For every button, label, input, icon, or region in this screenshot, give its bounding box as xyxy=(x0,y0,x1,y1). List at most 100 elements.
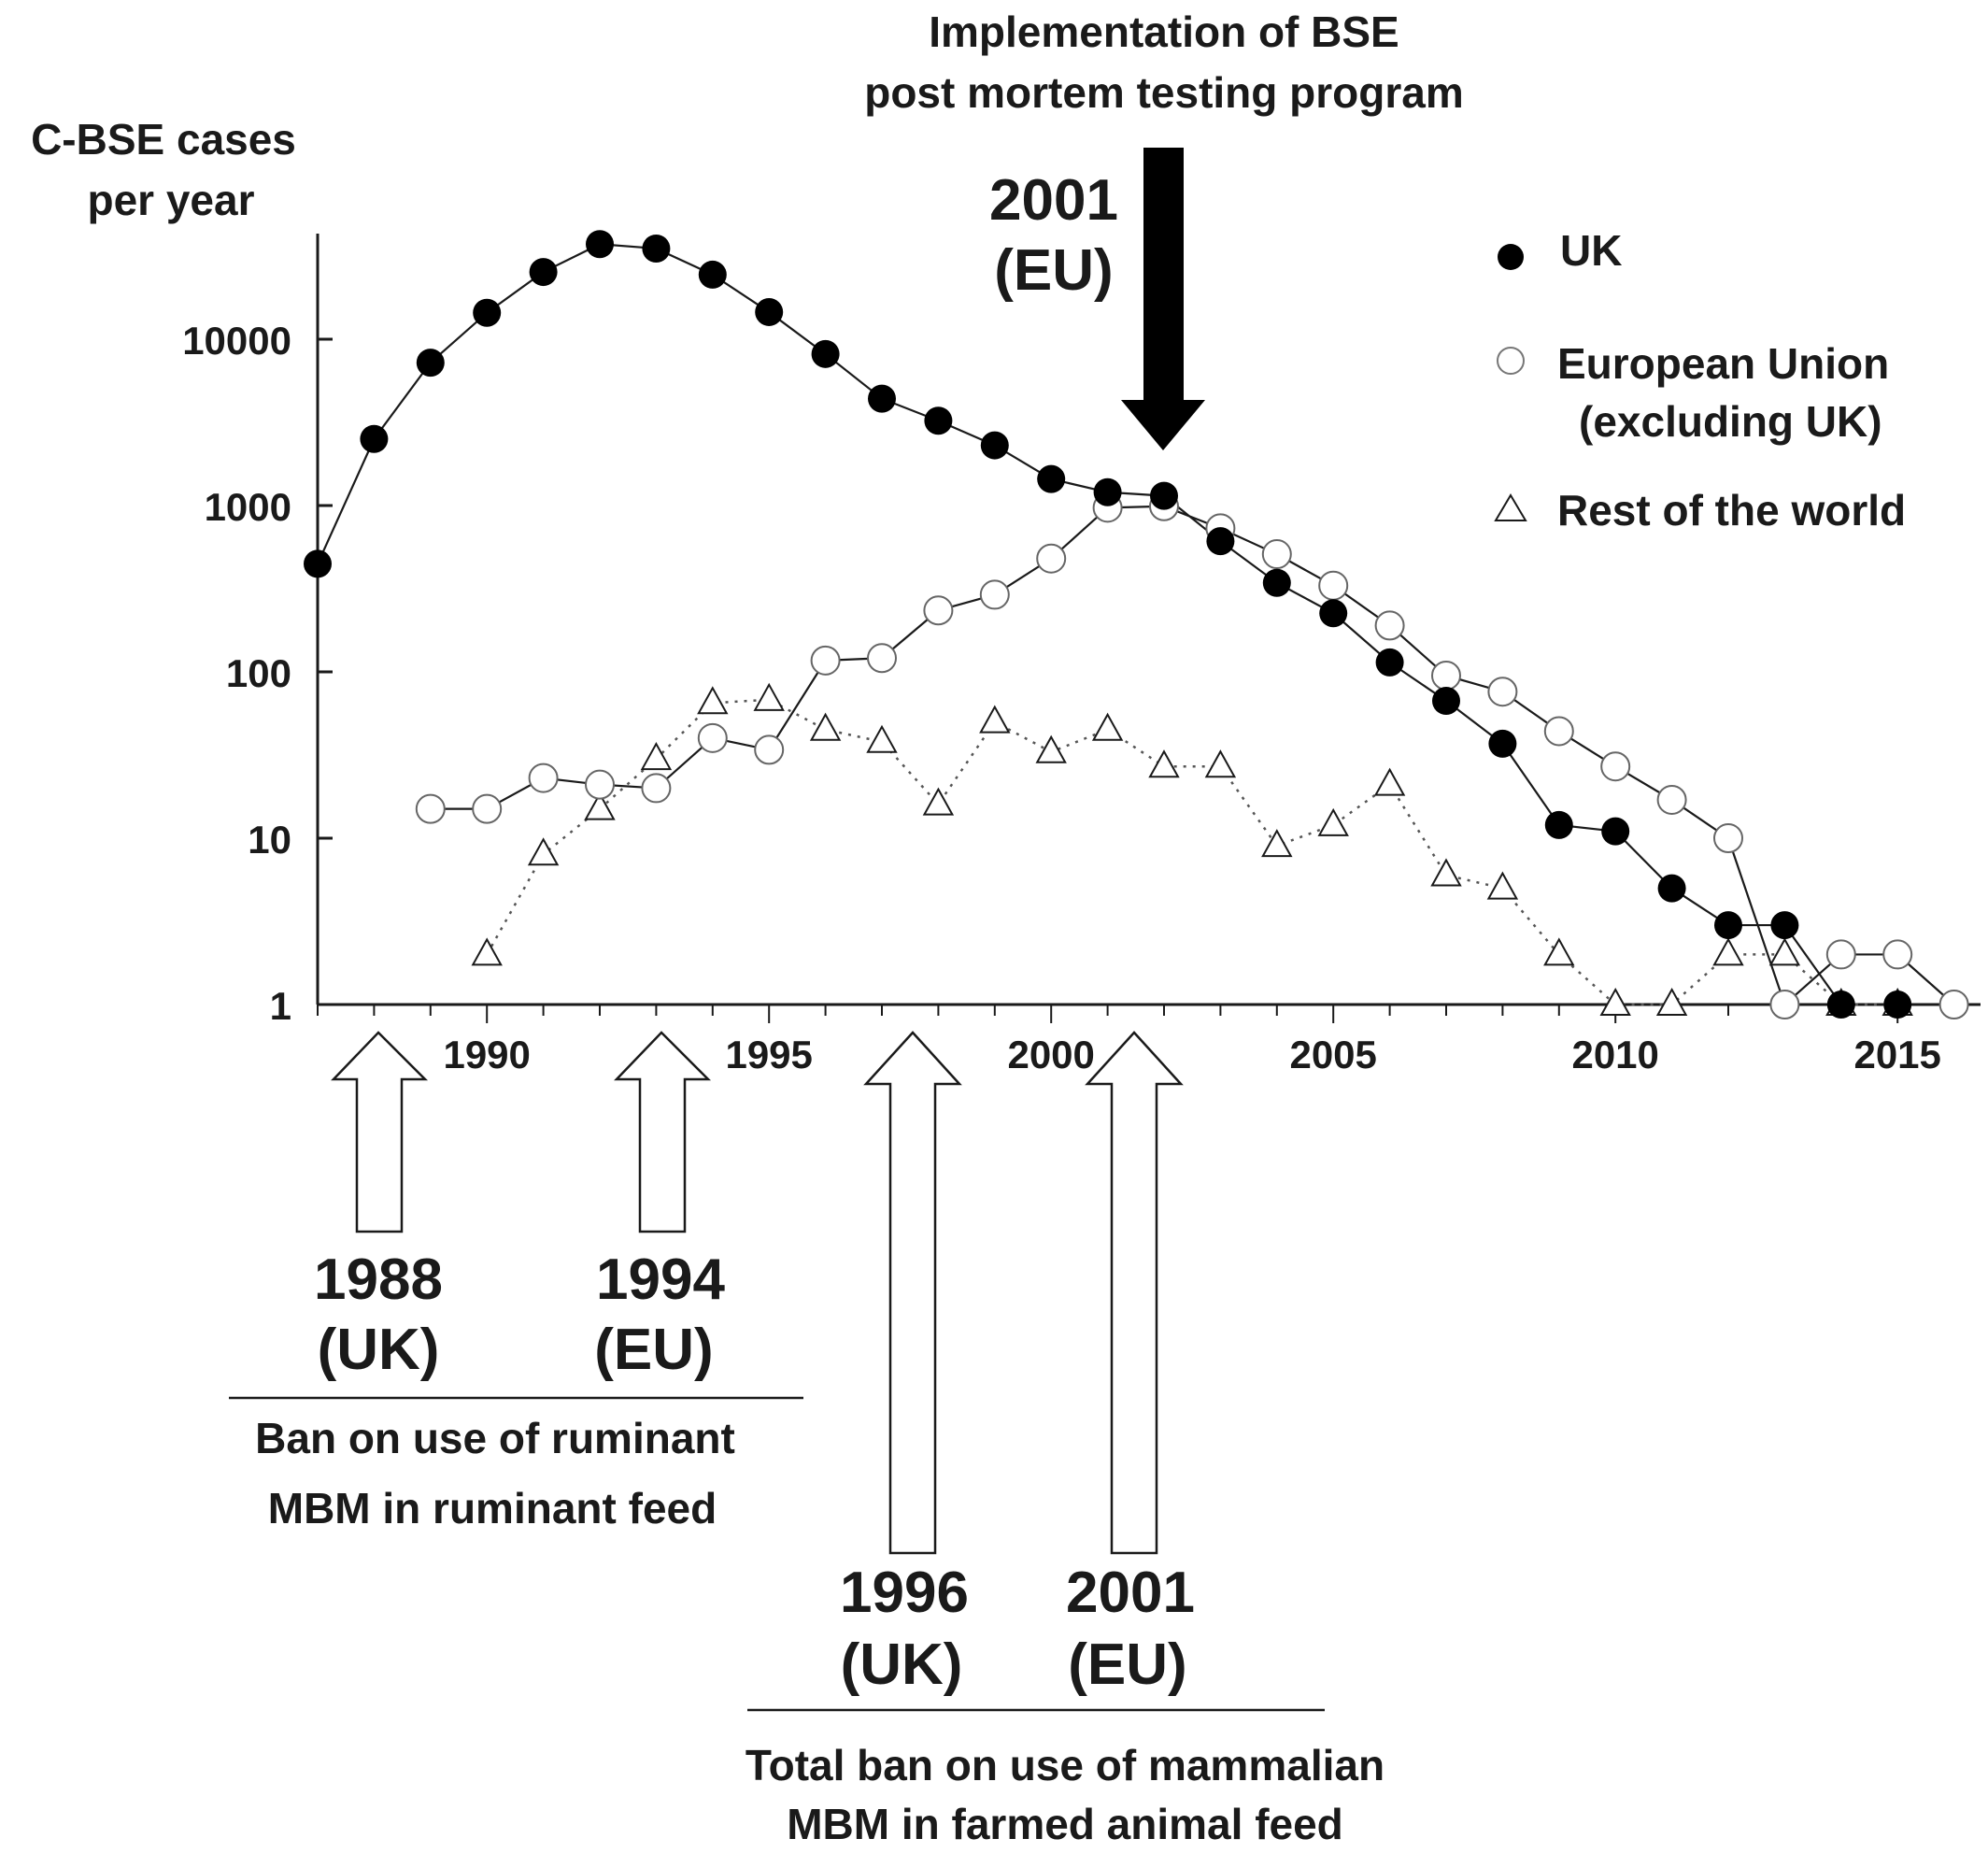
y-axis-ticks: 1 10 100 1000 10000 xyxy=(182,319,333,1028)
series-rest-of-world-point xyxy=(584,791,616,820)
y-tick-label: 10000 xyxy=(182,319,291,363)
series-eu-point xyxy=(472,793,503,824)
testing-program-text-line-2: post mortem testing program xyxy=(864,68,1464,117)
series-uk-point xyxy=(1319,599,1348,628)
series-eu-point xyxy=(1318,570,1349,601)
series-eu-point xyxy=(1825,939,1856,970)
series-eu-line xyxy=(430,505,1955,1006)
series-uk-point xyxy=(1488,729,1517,758)
series-eu-point xyxy=(1374,610,1405,641)
series-eu-point xyxy=(1656,784,1687,815)
series-uk-point xyxy=(868,384,896,413)
total-ban-caption-line-1: Total ban on use of mammalian xyxy=(746,1741,1384,1789)
series-rest-of-world-point xyxy=(1768,937,1801,966)
series-uk-point xyxy=(811,339,840,368)
arrow-1994 xyxy=(614,1031,712,1233)
series-eu-point xyxy=(1769,990,1800,1019)
y-tick-label: 1000 xyxy=(205,485,291,529)
total-ban-region-eu: (EU) xyxy=(1068,1632,1186,1697)
series-uk-point xyxy=(924,406,953,435)
x-tick-label: 2010 xyxy=(1571,1033,1658,1076)
y-axis-title-line-1: C-BSE cases xyxy=(31,115,296,164)
legend-rest-of-world-label: Rest of the world xyxy=(1557,486,1906,535)
x-tick-label: 2005 xyxy=(1289,1033,1376,1076)
series-rest-of-world-point xyxy=(1599,987,1631,1016)
series-eu-point xyxy=(1938,990,1969,1019)
series-eu-point xyxy=(867,643,897,674)
series-uk-point xyxy=(1262,568,1291,597)
series-eu-point xyxy=(1036,543,1067,574)
testing-program-year: 2001 xyxy=(989,168,1118,233)
series-eu-point xyxy=(810,645,841,676)
series-eu-point xyxy=(585,769,615,800)
ruminant-ban-caption-line-2: MBM in ruminant feed xyxy=(268,1484,717,1532)
x-tick-label: 2015 xyxy=(1853,1033,1940,1076)
series-rest-of-world-markers xyxy=(471,682,1913,1016)
series-uk-point xyxy=(1544,810,1573,839)
series-rest-of-world-point xyxy=(640,742,673,771)
series-uk-point xyxy=(1883,991,1912,1019)
series-rest-of-world-point xyxy=(1430,858,1462,887)
series-eu-point xyxy=(1543,716,1574,747)
legend-rest-of-world-marker xyxy=(1494,493,1527,521)
testing-program-region: (EU) xyxy=(994,238,1113,303)
series-rest-of-world-point xyxy=(922,787,955,816)
series-uk-point xyxy=(1093,478,1122,506)
legend-eu-label-line-1: European Union xyxy=(1557,339,1889,388)
series-rest-of-world-point xyxy=(471,937,503,966)
testing-program-text-line-1: Implementation of BSE xyxy=(929,7,1399,56)
series-uk-point xyxy=(755,297,784,326)
ruminant-ban-caption-line-1: Ban on use of ruminant xyxy=(255,1414,735,1462)
series-uk-point xyxy=(473,298,502,327)
series-rest-of-world-point xyxy=(1261,829,1293,858)
arrow-1988 xyxy=(331,1031,429,1233)
series-uk-point xyxy=(698,260,727,289)
series-rest-of-world-point xyxy=(1204,749,1237,778)
legend-eu-label-line-2: (excluding UK) xyxy=(1579,397,1882,446)
ruminant-ban-year-1994: 1994 xyxy=(596,1247,725,1312)
series-eu-point xyxy=(415,793,446,824)
ruminant-ban-annotation: 1988 (UK) 1994 (EU) Ban on use of rumina… xyxy=(229,1031,803,1532)
series-uk-point xyxy=(1150,481,1178,510)
series-eu-point xyxy=(1600,751,1631,782)
series-uk-point xyxy=(586,230,614,259)
series-uk-point xyxy=(642,234,671,263)
y-tick-label: 100 xyxy=(226,651,291,695)
series-uk-point xyxy=(1206,527,1235,556)
testing-program-arrow xyxy=(1121,148,1205,450)
ruminant-ban-year-1988: 1988 xyxy=(314,1247,443,1312)
series-rest-of-world-point xyxy=(527,837,560,866)
total-ban-annotation: 1996 (UK) 2001 (EU) Total ban on use of … xyxy=(746,1031,1384,1848)
testing-program-annotation: Implementation of BSE post mortem testin… xyxy=(864,7,1464,450)
ruminant-ban-region-eu: (EU) xyxy=(594,1318,713,1382)
x-tick-label: 1995 xyxy=(725,1033,812,1076)
arrow-2001 xyxy=(1085,1031,1184,1555)
series-uk-point xyxy=(1657,874,1686,903)
series-rest-of-world-point xyxy=(1317,807,1349,836)
series-eu-point xyxy=(1713,823,1743,853)
series-eu-point xyxy=(641,773,672,804)
y-tick-label: 1 xyxy=(270,984,291,1028)
x-tick-label: 1990 xyxy=(443,1033,530,1076)
series-rest-of-world-point xyxy=(753,682,785,711)
series-uk-point xyxy=(1432,686,1460,715)
series-rest-of-world-point xyxy=(1091,712,1124,741)
series-rest-of-world-point xyxy=(1543,937,1575,966)
ruminant-ban-region-uk: (UK) xyxy=(318,1318,440,1382)
series-eu-point xyxy=(1431,660,1461,691)
series-eu-point xyxy=(1261,539,1292,570)
series-rest-of-world-point xyxy=(1373,767,1406,796)
series-uk-point xyxy=(1714,911,1742,940)
series-eu-point xyxy=(1487,677,1518,707)
series-uk-point xyxy=(1826,991,1855,1019)
arrow-1996 xyxy=(863,1031,962,1555)
y-tick-label: 10 xyxy=(248,818,291,862)
x-tick-label: 2000 xyxy=(1007,1033,1094,1076)
total-ban-year-1996: 1996 xyxy=(840,1561,969,1625)
series-rest-of-world-point xyxy=(809,712,842,741)
series-uk-point xyxy=(1601,817,1630,846)
series-eu-markers xyxy=(415,491,1969,1019)
series-rest-of-world-point xyxy=(1148,749,1180,778)
series-rest-of-world-point xyxy=(866,724,898,753)
total-ban-caption-line-2: MBM in farmed animal feed xyxy=(787,1800,1343,1848)
